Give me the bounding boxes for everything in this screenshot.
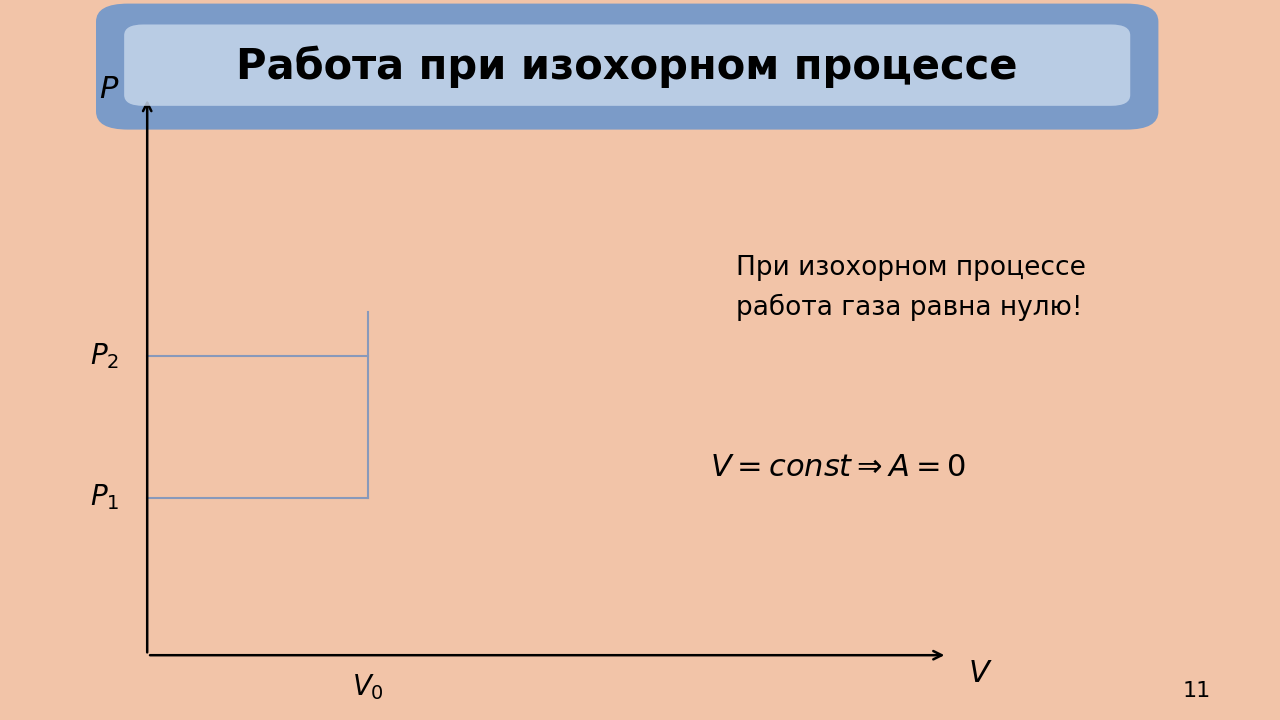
Text: При изохорном процессе
работа газа равна нулю!: При изохорном процессе работа газа равна… [736,255,1085,321]
Text: 11: 11 [1183,681,1211,701]
FancyBboxPatch shape [96,4,1158,130]
Text: $P_1$: $P_1$ [91,482,119,513]
Text: V: V [969,659,989,688]
FancyBboxPatch shape [124,24,1130,106]
Text: $V_0$: $V_0$ [352,672,384,703]
Text: Работа при изохорном процессе: Работа при изохорном процессе [237,46,1018,88]
Text: $P_2$: $P_2$ [91,341,119,371]
Text: P: P [100,76,118,104]
Text: $V = const \Rightarrow A = 0$: $V = const \Rightarrow A = 0$ [710,454,966,482]
